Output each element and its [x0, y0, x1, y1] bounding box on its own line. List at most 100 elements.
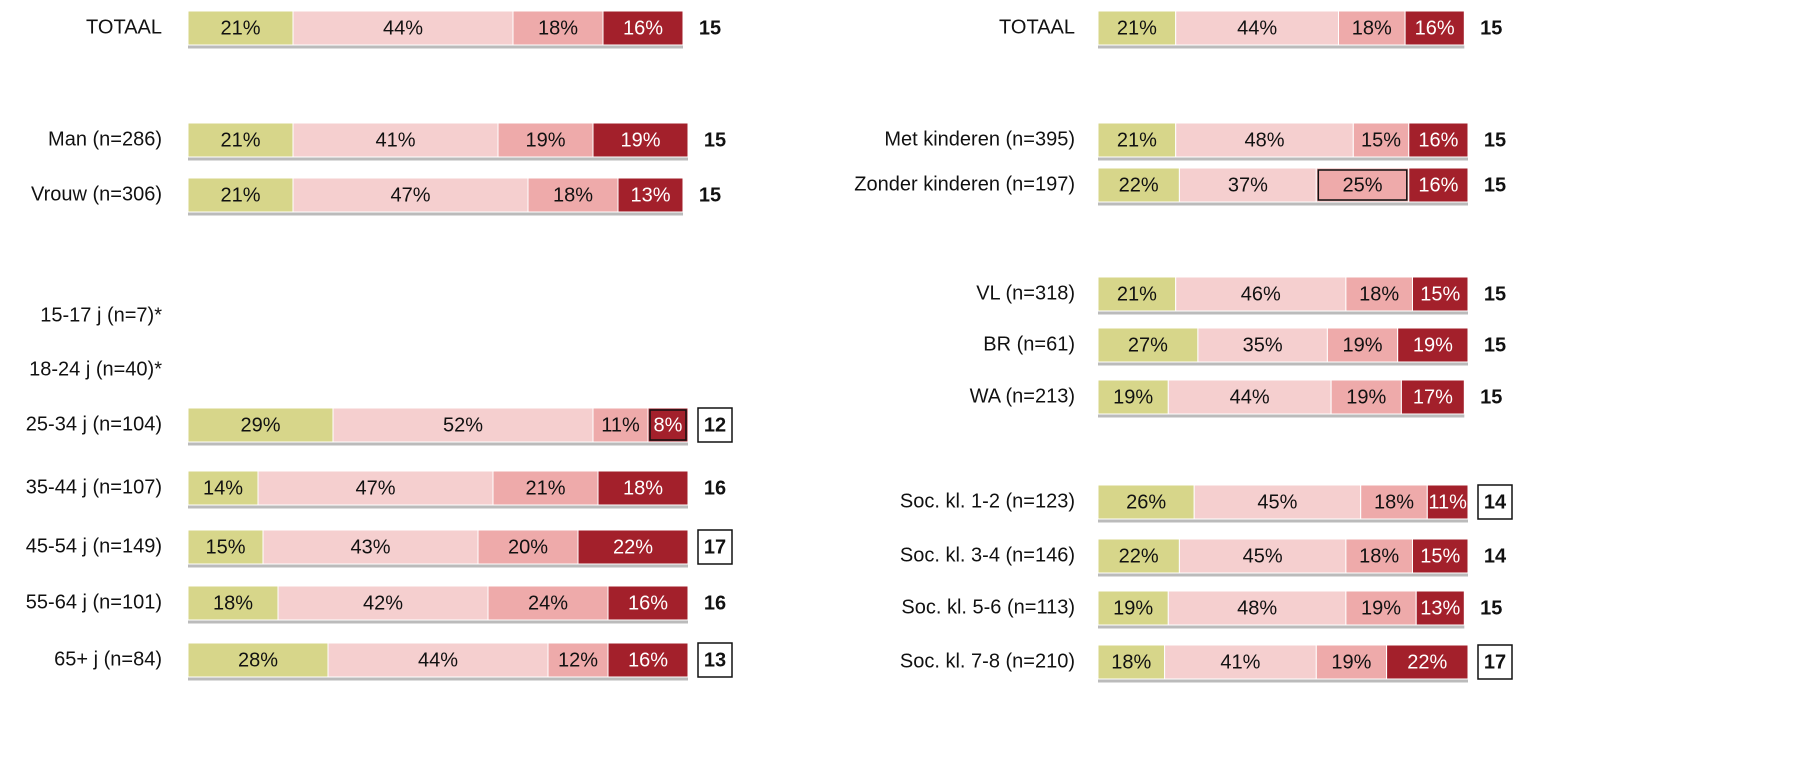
value-label: 25% [1343, 174, 1383, 196]
score: 15 [1484, 129, 1506, 151]
bar-segment [1097, 167, 1180, 203]
value-label: 17% [1413, 386, 1453, 408]
bar-segment [1397, 327, 1469, 363]
bar-segment [327, 642, 549, 678]
bar-segment [617, 177, 684, 213]
value-label: 19% [525, 129, 565, 151]
value-label: 27% [1128, 334, 1168, 356]
value-label: 21% [220, 17, 260, 39]
value-label: 21% [1117, 17, 1157, 39]
value-label: 22% [1407, 651, 1447, 673]
value-label: 19% [1113, 597, 1153, 619]
value-label: 45% [1243, 545, 1283, 567]
value-label: 28% [238, 649, 278, 671]
score-box [1477, 484, 1513, 520]
bar-segment [1097, 122, 1177, 158]
value-label: 45% [1257, 491, 1297, 513]
bar-segment [332, 407, 594, 443]
value-label: 19% [1343, 334, 1383, 356]
value-label: 19% [1346, 386, 1386, 408]
score: 15 [704, 129, 726, 151]
bar-segment [1326, 327, 1399, 363]
bar-segment [1412, 276, 1469, 312]
score: 17 [1484, 651, 1506, 673]
category-label: 18-24 j (n=40)* [29, 358, 162, 380]
value-label: 18% [1359, 283, 1399, 305]
bar-segment [1408, 167, 1469, 203]
bar-segment [1164, 644, 1317, 680]
value-label: 29% [240, 414, 280, 436]
value-label: 19% [1331, 651, 1371, 673]
category-label: 55-64 j (n=101) [26, 591, 162, 613]
value-label: 16% [1418, 174, 1458, 196]
value-label: 43% [350, 536, 390, 558]
value-label: 26% [1126, 491, 1166, 513]
bar-segment [187, 585, 279, 621]
category-label: 15-17 j (n=7)* [40, 304, 162, 326]
value-label: 18% [538, 17, 578, 39]
category-label: Soc. kl. 7-8 (n=210) [900, 650, 1075, 672]
value-label: 46% [1241, 283, 1281, 305]
bar-segment [1415, 590, 1465, 626]
bar-segment [1178, 167, 1317, 203]
value-label: 21% [1117, 283, 1157, 305]
bar-segment [607, 642, 689, 678]
value-label: 22% [1119, 174, 1159, 196]
bar-segment [512, 10, 604, 46]
bar-segment [1178, 538, 1347, 574]
bar-segment [527, 177, 619, 213]
value-label: 13% [630, 184, 670, 206]
value-label: 13% [1420, 597, 1460, 619]
bar-segment [577, 529, 689, 565]
bar-segment [1345, 590, 1417, 626]
value-label: 18% [1352, 17, 1392, 39]
value-label: 21% [525, 477, 565, 499]
bar-segment [1193, 484, 1362, 520]
bar-segment [1412, 538, 1469, 574]
category-label: TOTAAL [999, 16, 1075, 38]
value-label: 16% [628, 592, 668, 614]
category-label: BR (n=61) [983, 333, 1075, 355]
bar-segment [1197, 327, 1328, 363]
score-box [697, 529, 733, 565]
bar-segment [292, 122, 499, 158]
bar-segment [187, 177, 294, 213]
score: 15 [1480, 386, 1502, 408]
bar-segment [292, 10, 514, 46]
bar-segment [187, 407, 334, 443]
score: 15 [1484, 283, 1506, 305]
bar-segment [262, 529, 479, 565]
bar-segment [1426, 484, 1469, 520]
score: 14 [1484, 545, 1507, 567]
category-label: Soc. kl. 3-4 (n=146) [900, 544, 1075, 566]
score: 16 [704, 477, 726, 499]
category-label: Soc. kl. 5-6 (n=113) [901, 596, 1075, 618]
value-label: 16% [1418, 129, 1458, 151]
bar-segment [1330, 379, 1402, 415]
bar-segment [1175, 276, 1347, 312]
score: 13 [704, 649, 726, 671]
bar-segment [1097, 644, 1166, 680]
bar-segment [602, 10, 684, 46]
value-label: 41% [375, 129, 415, 151]
value-label: 44% [383, 17, 423, 39]
score: 16 [704, 592, 726, 614]
value-label: 16% [628, 649, 668, 671]
score: 14 [1484, 491, 1507, 513]
value-label: 11% [1428, 491, 1467, 513]
value-label: 20% [508, 536, 548, 558]
value-label: 18% [1359, 545, 1399, 567]
bar-segment [1338, 10, 1406, 46]
category-label: Soc. kl. 1-2 (n=123) [900, 490, 1075, 512]
category-label: VL (n=318) [976, 282, 1075, 304]
bar-segment [1097, 484, 1195, 520]
bar-segment [1352, 122, 1410, 158]
highlight-box [649, 409, 687, 441]
value-label: 21% [1117, 129, 1157, 151]
highlight-box [1317, 169, 1408, 201]
bar-segment [1400, 379, 1465, 415]
value-label: 18% [1111, 651, 1151, 673]
category-label: Zonder kinderen (n=197) [854, 173, 1075, 195]
value-label: 35% [1243, 334, 1283, 356]
